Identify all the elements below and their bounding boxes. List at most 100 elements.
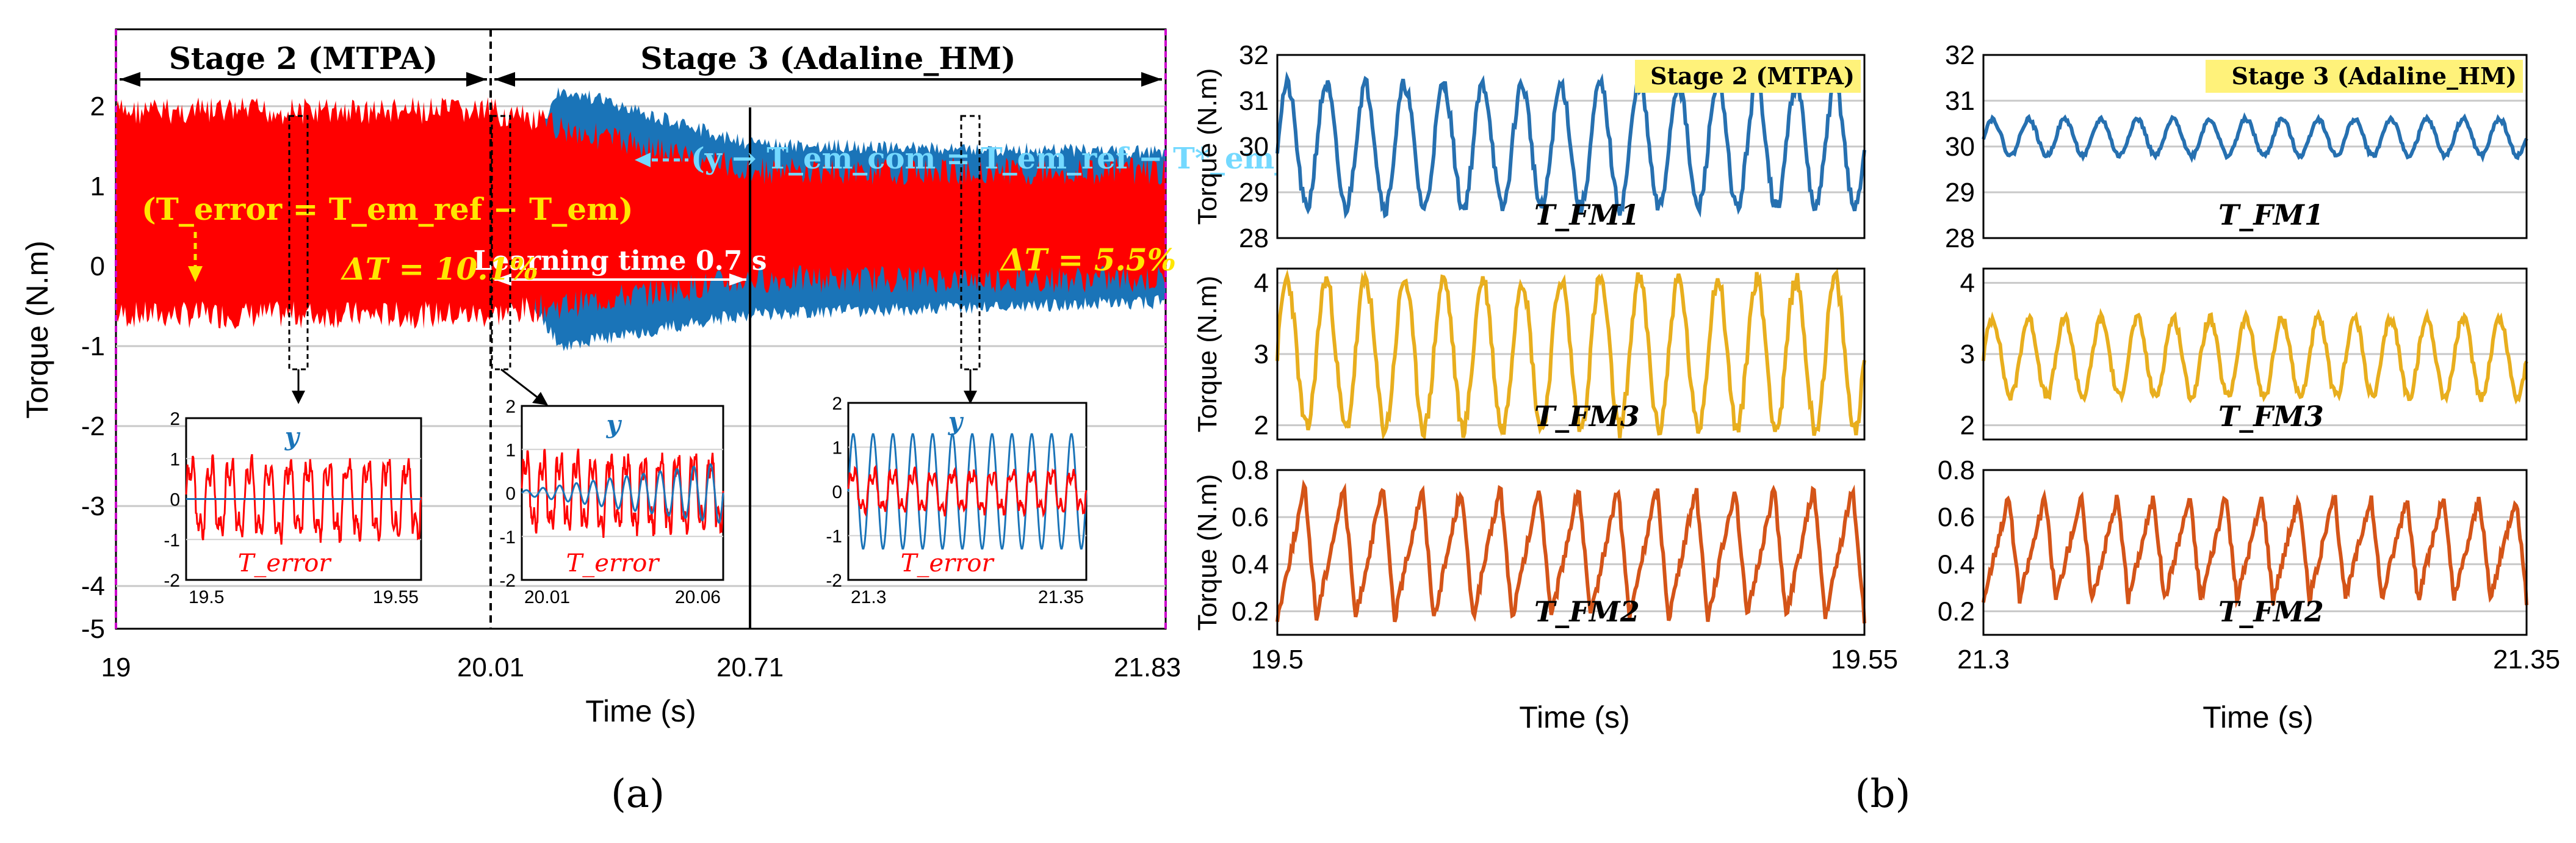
- stage-badge: Stage 3 (Adaline_HM): [2231, 62, 2517, 90]
- inset-label-y: y: [948, 407, 964, 436]
- subplot-y-tick: 0.4: [1938, 549, 1975, 579]
- subplot-y-tick: 4: [1960, 268, 1975, 298]
- b-x-axis-label-right: Time (s): [2203, 700, 2313, 734]
- subplot-frame: [1276, 54, 1866, 239]
- main-y-tick: -5: [81, 614, 105, 644]
- inset-y-tick: 2: [505, 397, 516, 417]
- main-y-tick: -4: [81, 571, 105, 601]
- inset-x-tick: 19.55: [373, 587, 419, 607]
- inset-label-terror: T_error: [901, 549, 995, 577]
- subplot-frame: [1276, 267, 1866, 441]
- delta-t-stage-2: ΔT = 10.1%: [340, 251, 538, 287]
- subplot-bg: [1277, 470, 1864, 635]
- inset-x-tick: 21.35: [1038, 587, 1084, 607]
- subplot-series-label: T_FM3: [1534, 400, 1640, 433]
- main-y-tick: -2: [81, 411, 105, 441]
- inset-y-tick: 0: [170, 490, 180, 510]
- stage-2-label: Stage 2 (MTPA): [169, 40, 438, 76]
- inset-y-tick: -2: [499, 571, 516, 591]
- arrowhead: [292, 391, 305, 404]
- main-y-ticks: 2 1 0 -1 -2 -3 -4 -5: [81, 92, 105, 644]
- subplot-series-t-fm1: [1982, 112, 2528, 164]
- subplot-y-tick: 31: [1945, 86, 1975, 116]
- subplot-y-tick: 30: [1239, 132, 1269, 162]
- subplot-series-t-fm3: [1982, 308, 2528, 405]
- arrowhead: [188, 266, 203, 282]
- main-x-tick: 20.71: [716, 653, 784, 682]
- subplot-y-tick: 0.8: [1232, 455, 1269, 485]
- stage-badge-bg: [2206, 60, 2523, 93]
- b-x-tick-right-start: 21.3: [1957, 645, 2010, 675]
- terror-equation: (T_error = T_em_ref − T_em): [142, 191, 633, 282]
- main-y-axis-label: Torque (N.m): [20, 241, 54, 419]
- inset-y-tick: -2: [164, 571, 180, 591]
- main-y-tick: -1: [81, 331, 105, 361]
- main-x-ticks: 19 20.01 20.71 21.83: [101, 653, 1182, 682]
- subplot-y-tick: 30: [1945, 132, 1975, 162]
- b-x-axis-label-left: Time (s): [1519, 700, 1629, 734]
- arrowhead: [494, 72, 515, 87]
- y-equation: (y → T_em_com = T_em_ref − T*_em_139): [635, 142, 1364, 176]
- inset-x-tick: 20.06: [675, 587, 721, 607]
- inset-y-tick: -1: [164, 530, 180, 551]
- panel-b-label: (b): [1855, 772, 1911, 817]
- subplot-y-tick: 0.2: [1938, 596, 1975, 626]
- subplot-tfm2-stage2: 0.2 0.4 0.6 0.8 T_FM2 Torque (N.m): [1192, 455, 1866, 636]
- inset-y-tick: -1: [826, 527, 842, 547]
- inset-series-terror: [847, 465, 1088, 518]
- learning-time-label: Learning time 0.7 s: [474, 245, 767, 277]
- main-x-tick: 19: [101, 653, 131, 682]
- stage-3-span: Stage 3 (Adaline_HM): [494, 40, 1162, 87]
- subplot-y-tick: 32: [1945, 40, 1975, 70]
- stage-badge-bg: [1635, 60, 1861, 93]
- subplot-tfm2-stage3: 0.2 0.4 0.6 0.8 T_FM2: [1938, 455, 2528, 636]
- inset-y-tick: 2: [832, 394, 842, 414]
- subplot-series-label: T_FM2: [2218, 595, 2324, 628]
- arrowhead: [964, 391, 977, 404]
- inset-y-tick: -2: [826, 571, 842, 591]
- arrowhead: [466, 72, 487, 87]
- main-y-tick: 0: [90, 251, 105, 281]
- subplot-tfm1-stage3: 28 29 30 31 32 T_FM1 Stage 3 (Adaline_HM): [1945, 40, 2528, 253]
- inset-label-terror: T_error: [566, 549, 661, 577]
- subplot-tfm1-stage2: 28 29 30 31 32 T_FM1 Torque (N.m) Stage 2 (MTPA…: [1192, 40, 1866, 253]
- stage-3-label: Stage 3 (Adaline_HM): [640, 40, 1016, 76]
- subplot-y-axis-label: Torque (N.m): [1192, 474, 1222, 631]
- zoom-connector-2: [500, 368, 539, 399]
- subplot-y-tick: 32: [1239, 40, 1269, 70]
- subplot-y-tick: 0.6: [1232, 502, 1269, 532]
- subplot-y-tick: 31: [1239, 86, 1269, 116]
- subplot-frame: [1982, 267, 2528, 441]
- subplot-y-tick: 4: [1254, 268, 1269, 298]
- stage-2-span: Stage 2 (MTPA): [120, 40, 487, 87]
- main-y-tick: 2: [90, 92, 105, 121]
- b-x-tick-right-end: 21.35: [2493, 645, 2560, 675]
- subplot-bg: [1983, 470, 2527, 635]
- inset-y-tick: 1: [170, 449, 180, 469]
- subplot-series-t-fm2: [1275, 479, 1866, 624]
- subplot-y-tick: 3: [1960, 339, 1975, 369]
- main-y-tick: -3: [81, 491, 105, 521]
- subplot-y-tick: 28: [1945, 223, 1975, 253]
- arrowhead: [1141, 72, 1162, 87]
- subplot-frame: [1982, 54, 2528, 239]
- subplot-series-t-fm1: [1275, 71, 1866, 219]
- inset-y-tick: 0: [832, 482, 842, 502]
- inset-x-tick: 19.5: [189, 587, 224, 607]
- stage-badge: Stage 2 (MTPA): [1650, 62, 1855, 90]
- arrowhead: [532, 392, 548, 405]
- series-terror-envelope: [116, 97, 1166, 330]
- main-series-group: [116, 87, 1166, 352]
- subplot-y-tick: 0.6: [1938, 502, 1975, 532]
- inset-2: 2 1 0 -1 -2 20.01 20.06 y T_error: [499, 397, 724, 607]
- subplot-y-axis-label: Torque (N.m): [1192, 68, 1222, 225]
- subplot-series-label: T_FM1: [1534, 198, 1640, 231]
- subplot-series-label: T_FM1: [2218, 198, 2324, 231]
- subplot-y-tick: 2: [1960, 411, 1975, 441]
- inset-series-terror: [521, 448, 724, 538]
- panel-a-label: (a): [611, 772, 665, 817]
- panel-a: Stage 2 (MTPA) Stage 3 (Adaline_HM) Lear…: [20, 28, 1364, 817]
- main-x-tick: 21.83: [1114, 653, 1181, 682]
